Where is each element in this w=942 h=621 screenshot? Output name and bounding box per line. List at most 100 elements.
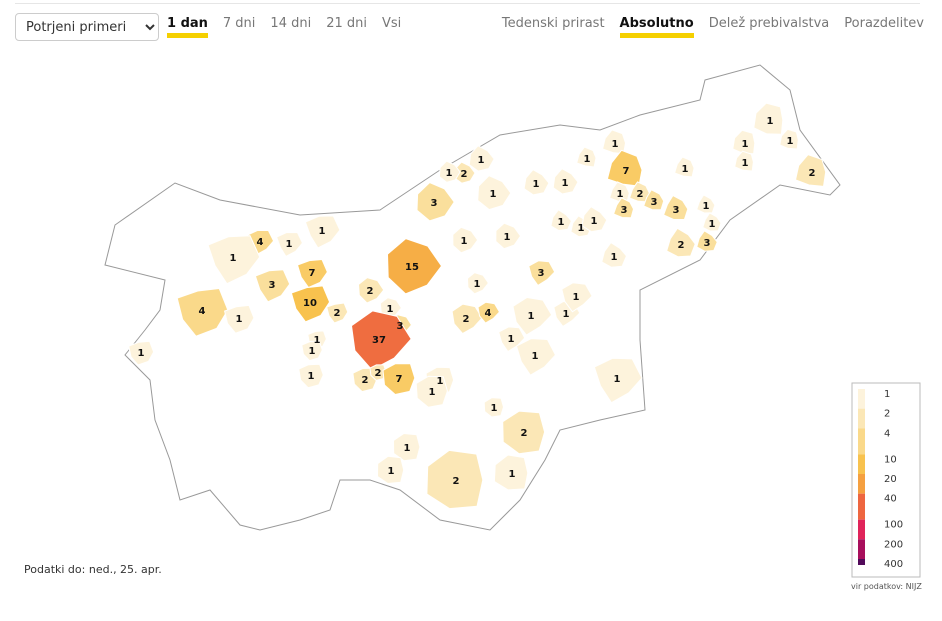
region-label: 1	[787, 136, 794, 147]
region	[753, 102, 784, 135]
region	[426, 449, 484, 510]
region	[581, 206, 608, 233]
region-label: 2	[809, 168, 816, 179]
region-label: 1	[387, 304, 394, 315]
region-label: 1	[591, 216, 598, 227]
region	[224, 304, 255, 334]
region	[301, 340, 323, 362]
legend-label: 200	[884, 539, 903, 550]
region-label: 10	[303, 298, 317, 309]
tab[interactable]: Tedenski prirast	[501, 16, 605, 31]
region	[290, 285, 331, 323]
region	[702, 212, 722, 232]
legend: 1 2 4 10 20 40 100 200 400	[858, 389, 903, 570]
region-label: 1	[478, 155, 485, 166]
region-label: 2	[334, 308, 341, 319]
tab[interactable]: Delež prebivalstva	[708, 16, 830, 31]
tab[interactable]: Vsi	[381, 16, 402, 31]
region-label: 2	[367, 286, 374, 297]
legend-label: 4	[884, 428, 890, 439]
region-label: 3	[538, 268, 545, 279]
region	[662, 194, 689, 220]
region-label: 2	[463, 314, 470, 325]
metric-select[interactable]: Potrjeni primeri	[15, 13, 159, 41]
data-date: Podatki do: ned., 25. apr.	[24, 563, 162, 576]
region	[176, 287, 229, 337]
region-label: 1	[614, 374, 621, 385]
region	[612, 197, 635, 219]
legend-swatch	[858, 389, 865, 409]
region	[794, 154, 827, 187]
region	[298, 363, 324, 389]
region	[732, 129, 756, 155]
tab[interactable]: Absolutno	[619, 16, 694, 38]
region	[207, 235, 261, 285]
legend-label: 2	[884, 409, 890, 420]
region-label: 1	[491, 403, 498, 414]
region-label: 1	[682, 164, 689, 175]
region-label: 1	[230, 253, 237, 264]
legend-swatch	[858, 454, 865, 474]
region-label: 1	[767, 116, 774, 127]
region	[502, 410, 546, 455]
region	[601, 241, 628, 268]
region-label: 1	[584, 154, 591, 165]
region-label: 1	[573, 292, 580, 303]
region-label: 3	[704, 238, 711, 249]
region	[451, 303, 483, 335]
region-label: 1	[532, 351, 539, 362]
region-label: 37	[372, 335, 386, 346]
region-label: 3	[269, 280, 276, 291]
legend-label: 400	[884, 559, 903, 570]
region	[498, 326, 526, 353]
region	[477, 301, 501, 324]
region-label: 1	[742, 158, 749, 169]
region	[376, 455, 405, 485]
region	[296, 258, 328, 289]
region	[468, 145, 495, 172]
region	[326, 302, 349, 324]
region-label: 1	[429, 387, 436, 398]
region-label: 1	[611, 252, 618, 263]
region-label: 1	[578, 223, 585, 234]
region-label: 1	[474, 279, 481, 290]
source: vir podatkov: NIJZ	[851, 582, 922, 591]
region-label: 1	[709, 219, 716, 230]
tab[interactable]: 14 dni	[270, 16, 312, 31]
tab[interactable]: 7 dni	[222, 16, 256, 31]
legend-label: 1	[884, 389, 890, 400]
region	[415, 375, 448, 408]
legend-label: 40	[884, 494, 897, 505]
region	[643, 189, 665, 211]
tab[interactable]: 1 dan	[167, 16, 208, 38]
region	[515, 338, 557, 376]
time-tabs: 1 dan 7 dni 14 dni 21 dni Vsi	[167, 16, 401, 38]
legend-label: 10	[884, 454, 897, 465]
tab[interactable]: Porazdelitev	[844, 16, 924, 31]
region-label: 1	[437, 376, 444, 387]
region	[666, 227, 696, 258]
region	[550, 209, 573, 232]
region	[512, 296, 553, 336]
region-label: 2	[637, 189, 644, 200]
region-label: 1	[528, 311, 535, 322]
region-label: 4	[199, 306, 206, 317]
region	[386, 238, 443, 295]
tab[interactable]: 21 dni	[326, 16, 367, 31]
region-label: 1	[308, 371, 315, 382]
region	[779, 128, 799, 150]
region	[350, 310, 412, 371]
region	[392, 432, 421, 462]
region-label: 1	[703, 201, 710, 212]
region-label: 15	[405, 262, 419, 273]
region-label: 1	[533, 179, 540, 190]
legend-swatch	[858, 539, 865, 559]
region-label: 1	[617, 189, 624, 200]
region-label: 2	[521, 428, 528, 439]
region-label: 7	[623, 166, 630, 177]
region	[452, 226, 479, 254]
region-label: 1	[509, 469, 516, 480]
region-label: 1	[504, 232, 511, 243]
region	[304, 215, 341, 249]
